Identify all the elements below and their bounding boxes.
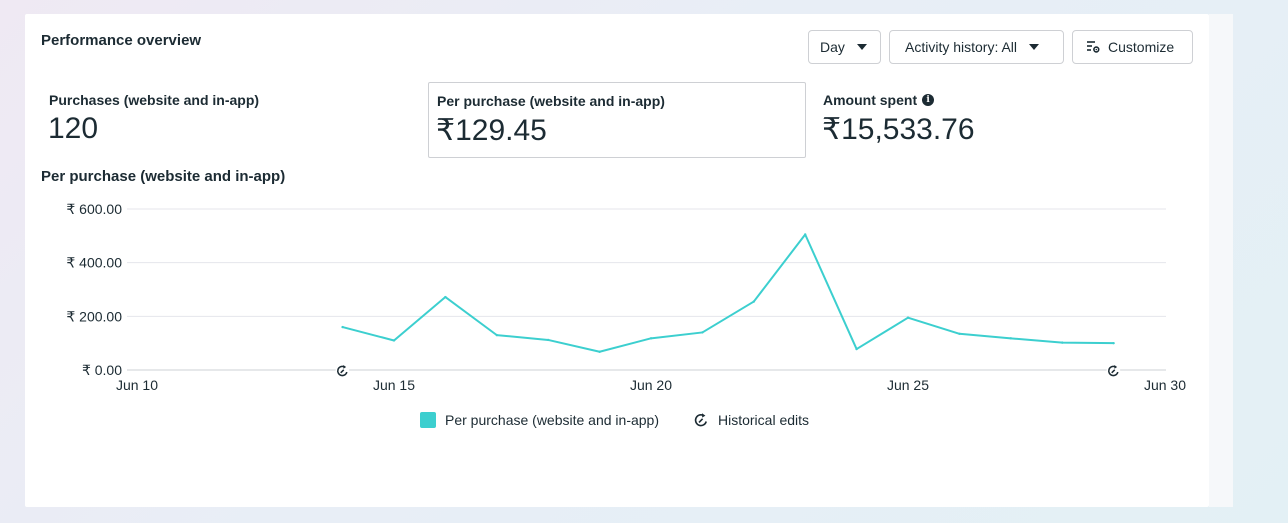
historical-edit-marker[interactable]	[335, 364, 350, 378]
performance-card: Performance overview Day Activity histor…	[25, 14, 1209, 507]
legend-historical-edits[interactable]: Historical edits	[693, 412, 809, 428]
legend-series[interactable]: Per purchase (website and in-app)	[420, 412, 659, 428]
legend-swatch	[420, 412, 436, 428]
chart-title: Per purchase (website and in-app)	[41, 168, 286, 185]
customize-icon	[1087, 41, 1100, 53]
y-tick-label: ₹ 200.00	[66, 308, 122, 324]
right-panel-edge	[1209, 14, 1233, 507]
data-point	[752, 300, 755, 303]
data-point	[649, 337, 653, 340]
page-title: Performance overview	[41, 32, 202, 49]
x-tick-label: Jun 10	[116, 377, 158, 393]
activity-history-label: Activity history: All	[905, 39, 1018, 55]
y-tick-label: ₹ 600.00	[66, 201, 122, 217]
metric-label: Amount spent i	[823, 92, 935, 108]
data-point	[547, 338, 550, 342]
x-tick-label: Jun 25	[887, 377, 929, 393]
historical-edit-marker[interactable]	[1106, 364, 1121, 378]
metric-label: Purchases (website and in-app)	[49, 92, 260, 108]
legend-series-label: Per purchase (website and in-app)	[445, 412, 660, 428]
metric-value: ₹129.45	[436, 114, 547, 147]
y-tick-label: ₹ 400.00	[66, 255, 122, 271]
day-dropdown[interactable]: Day	[808, 30, 881, 64]
data-point	[855, 347, 858, 351]
data-point	[495, 333, 498, 337]
data-point	[444, 295, 447, 299]
historical-edits-icon	[694, 413, 707, 427]
data-point	[1061, 341, 1064, 344]
activity-history-dropdown[interactable]: Activity history: All	[889, 30, 1064, 64]
metric-label: Per purchase (website and in-app)	[437, 93, 665, 109]
data-point	[958, 332, 961, 335]
customize-button[interactable]: Customize	[1072, 30, 1193, 64]
x-tick-label: Jun 20	[630, 377, 672, 393]
x-tick-label: Jun 15	[373, 377, 415, 393]
data-point	[701, 331, 704, 334]
day-dropdown-label: Day	[820, 39, 845, 55]
data-point	[341, 325, 344, 329]
customize-label: Customize	[1108, 39, 1175, 55]
series-line	[342, 233, 1114, 353]
data-point	[804, 233, 807, 236]
line-chart: ₹ 0.00 ₹ 200.00 ₹ 400.00 ₹ 600.00 Jun 10 Jun …	[66, 201, 1186, 393]
metric-amount-spent[interactable]: Amount spent i ₹15,533.76	[815, 82, 1185, 158]
metric-value: ₹15,533.76	[822, 113, 975, 146]
caret-down-icon	[856, 44, 867, 50]
data-point	[392, 339, 396, 342]
data-point	[906, 316, 910, 319]
metric-purchases[interactable]: Purchases (website and in-app) 120	[41, 82, 411, 158]
metric-label-text: Amount spent	[823, 92, 918, 108]
info-icon[interactable]: i	[922, 94, 935, 106]
legend-edits-label: Historical edits	[718, 412, 810, 428]
data-point	[1009, 337, 1012, 340]
metric-per-purchase[interactable]: Per purchase (website and in-app) ₹129.4…	[428, 82, 806, 158]
y-tick-label: ₹ 0.00	[82, 362, 122, 378]
data-point	[598, 350, 601, 353]
data-point	[1112, 341, 1115, 345]
x-tick-label: Jun 30	[1144, 377, 1186, 393]
metric-value: 120	[48, 112, 99, 145]
caret-down-icon	[1029, 44, 1040, 50]
